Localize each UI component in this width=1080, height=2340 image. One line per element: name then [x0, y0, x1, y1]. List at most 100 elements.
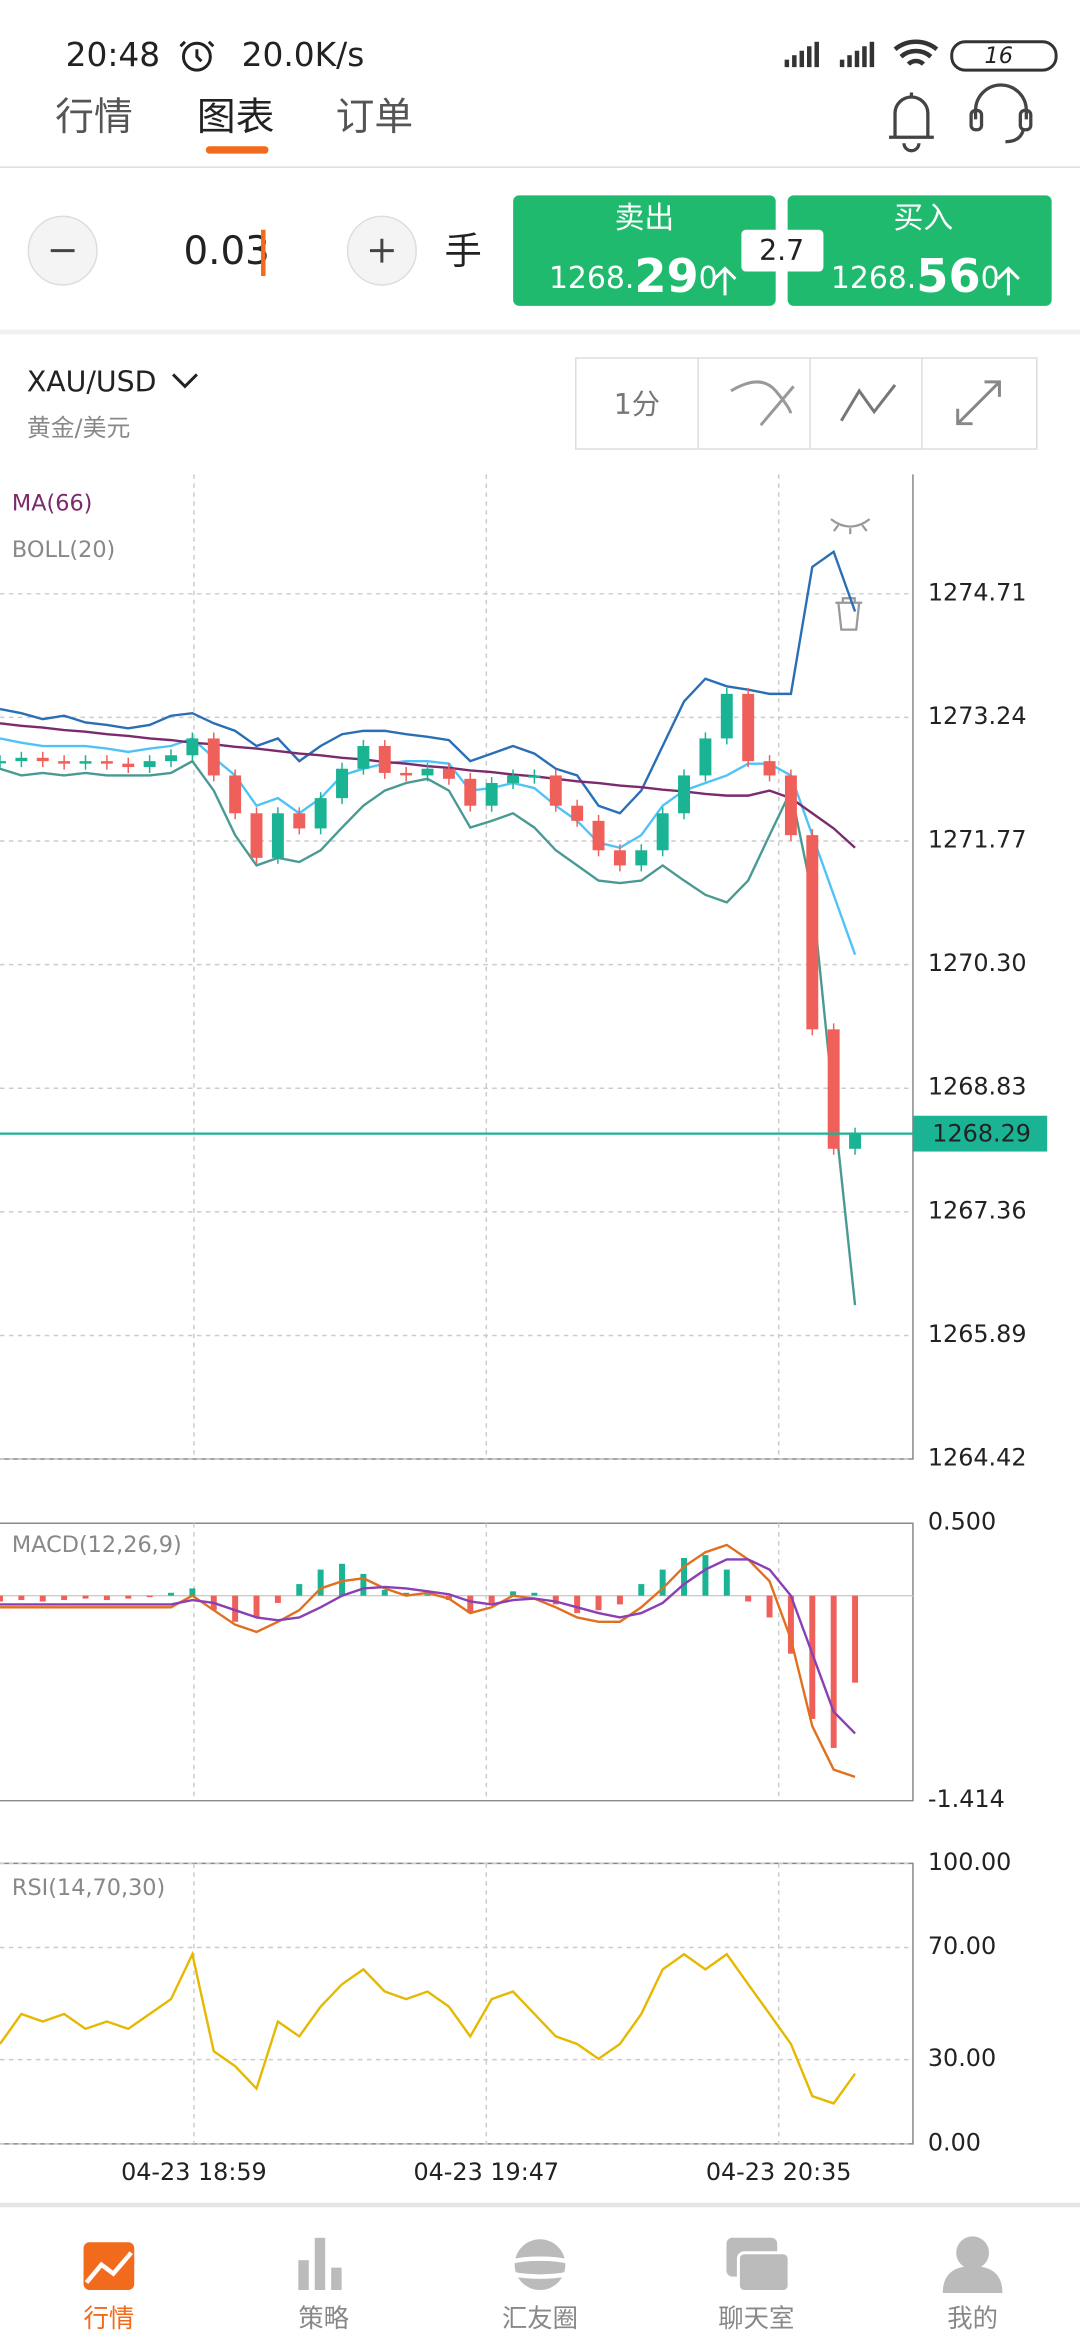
x-tick-label: 04-23 20:35	[706, 2158, 852, 2186]
macd-bar	[510, 1591, 517, 1596]
bell-icon[interactable]	[889, 92, 934, 153]
nav-label[interactable]: 聊天室	[718, 2303, 794, 2333]
candle	[336, 768, 348, 799]
boll-label: BOLL(20)	[12, 537, 115, 563]
rsi-line	[0, 1950, 857, 2105]
candle	[464, 778, 477, 806]
service-icon[interactable]	[969, 83, 1033, 144]
candle	[656, 813, 669, 851]
symbol-code[interactable]: XAU/USD	[27, 365, 157, 398]
candle	[827, 1029, 840, 1149]
ma-label: MA(66)	[12, 491, 92, 517]
nav-label-active[interactable]: 行情	[84, 2303, 135, 2333]
dif-line	[0, 1543, 856, 1779]
chevron	[171, 373, 198, 389]
plus-icon	[369, 238, 394, 263]
candle	[314, 798, 327, 829]
candle	[0, 761, 6, 764]
nav-label[interactable]: 我的	[947, 2303, 998, 2333]
candle	[229, 775, 242, 814]
fullscreen-icon[interactable]	[956, 380, 1001, 426]
macd-bar	[787, 1595, 794, 1654]
candle	[400, 772, 413, 776]
candle	[378, 746, 391, 773]
buy-label: 买入	[894, 201, 954, 236]
signal-icon	[784, 41, 875, 68]
macd-label: MACD(12,26,9)	[12, 1532, 182, 1558]
macd-bar	[424, 1594, 431, 1596]
macd-bar	[18, 1595, 25, 1601]
alarm-icon	[179, 40, 215, 72]
macd-bar	[189, 1588, 196, 1596]
nav-label[interactable]: 策略	[298, 2303, 349, 2333]
candle	[528, 775, 541, 778]
spread-box	[741, 229, 824, 272]
candle	[549, 775, 562, 806]
y-tick-label: 30.00	[928, 2044, 996, 2072]
nav-icon-market[interactable]	[83, 2242, 135, 2291]
y-tick-label: 100.00	[928, 1848, 1011, 1876]
current-price-tag	[912, 1115, 1048, 1152]
toolbar-dividers	[697, 358, 923, 450]
buy-button[interactable]	[787, 195, 1052, 306]
macd-bar	[103, 1595, 110, 1601]
candle	[186, 738, 199, 756]
price-big: 56	[916, 248, 980, 302]
x-tick-label: 04-23 19:47	[413, 2158, 559, 2186]
candle	[36, 757, 49, 762]
macd-bar	[146, 1595, 153, 1598]
candle	[250, 813, 263, 858]
line-tool-icon[interactable]	[840, 383, 897, 422]
candle	[635, 850, 648, 866]
nav-icon-me[interactable]	[942, 2236, 1003, 2294]
nav-icon-chat[interactable]	[726, 2237, 791, 2294]
battery-level: 16	[985, 43, 1013, 69]
macd-bar	[852, 1595, 859, 1683]
candle	[271, 813, 284, 858]
candle	[849, 1133, 862, 1149]
tab[interactable]: 行情	[55, 95, 133, 140]
lot-input[interactable]: 0.03	[183, 229, 269, 274]
macd-bar	[616, 1595, 623, 1605]
macd-bar	[574, 1595, 581, 1614]
candle	[571, 805, 584, 821]
nav-label[interactable]: 汇友圈	[502, 2303, 578, 2333]
symbol-name: 黄金/美元	[27, 414, 130, 442]
candle	[15, 757, 28, 762]
candle	[421, 768, 434, 776]
macd-bar	[82, 1595, 89, 1599]
boll-upper-line	[0, 549, 857, 815]
macd-bar	[168, 1592, 174, 1596]
macd-bar	[595, 1595, 602, 1611]
macd-bar	[39, 1595, 46, 1602]
tab[interactable]: 订单	[336, 95, 414, 140]
price-main: 1268.	[549, 260, 634, 295]
candle	[58, 761, 71, 764]
tab-active[interactable]: 图表	[197, 95, 275, 140]
candle	[678, 775, 691, 814]
candle	[207, 738, 220, 776]
boll-lower-line	[0, 759, 857, 1306]
candle	[742, 693, 755, 762]
up-arrow	[996, 266, 1020, 296]
delete-icon[interactable]	[835, 597, 863, 631]
candle	[806, 835, 819, 1030]
candle	[699, 738, 712, 776]
macd-bar	[766, 1595, 773, 1618]
nav-icon-strategy[interactable]	[298, 2237, 342, 2291]
macd-bar	[274, 1595, 281, 1603]
macd-bar	[830, 1595, 837, 1748]
candle	[357, 746, 370, 769]
candle	[79, 761, 92, 764]
draw-icon[interactable]	[730, 380, 795, 427]
sell-button[interactable]	[513, 195, 776, 306]
macd-bar	[360, 1573, 367, 1596]
y-tick-label: 70.00	[928, 1932, 996, 1960]
nav-icon-community[interactable]	[498, 2239, 582, 2291]
price-main: 1268.	[831, 260, 916, 295]
eye-icon[interactable]	[830, 518, 871, 535]
macd-bar	[381, 1589, 388, 1596]
interval-button[interactable]: 1分	[614, 388, 660, 421]
divider	[0, 329, 1080, 335]
